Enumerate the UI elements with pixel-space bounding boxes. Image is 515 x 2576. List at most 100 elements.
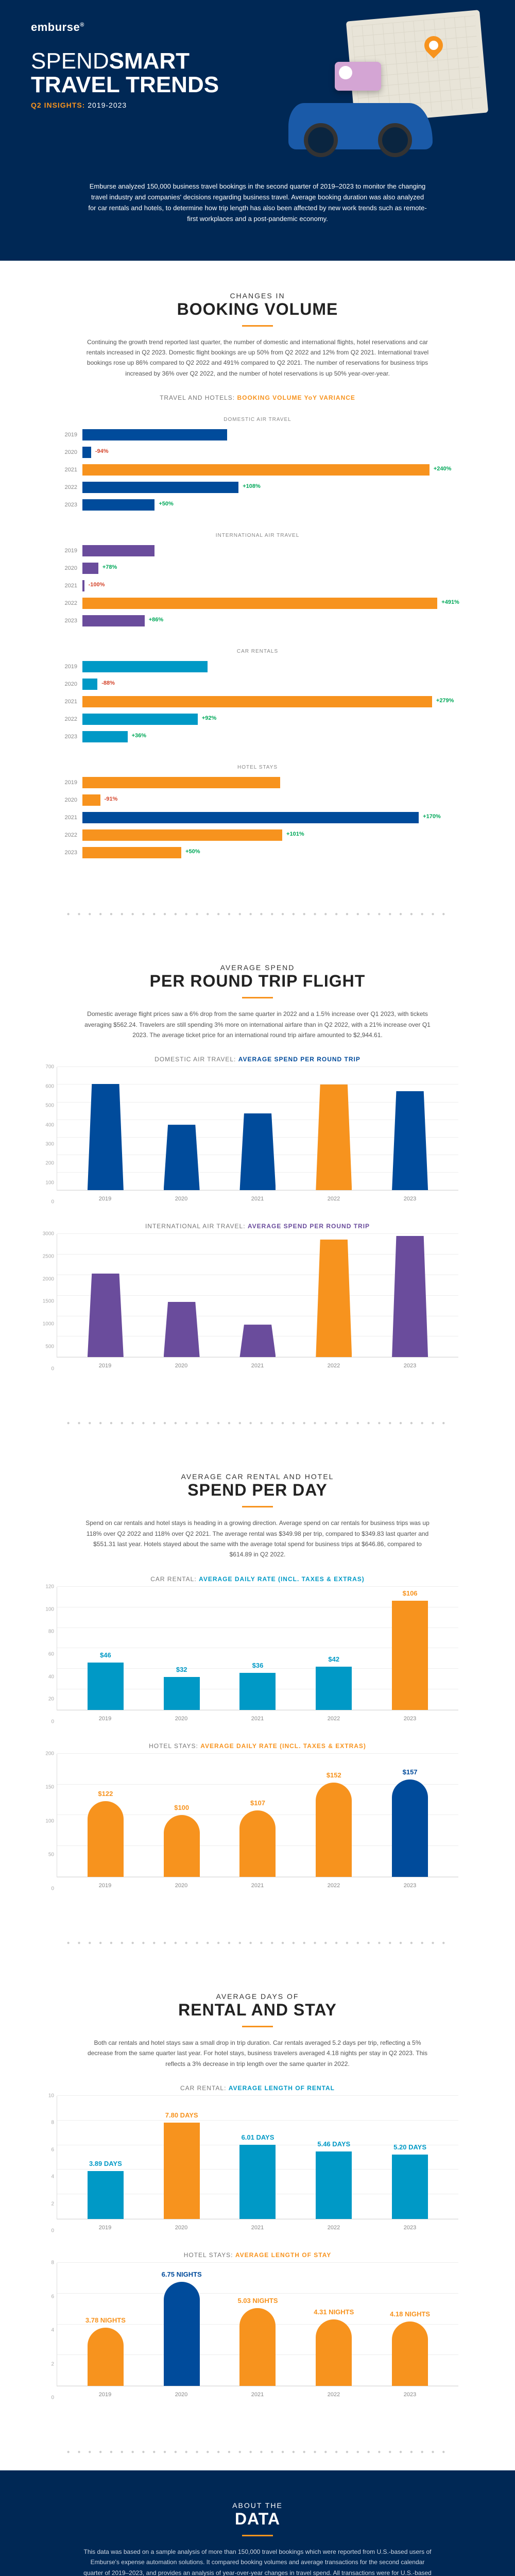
hbar-row: 2023+36% <box>57 730 458 744</box>
x-label: 2023 <box>387 1716 433 1722</box>
perday-body: Spend on car rentals and hotel stays is … <box>82 1518 433 1560</box>
chart-label: HOTEL STAYS: AVERAGE LENGTH OF STAY <box>31 2251 484 2259</box>
bar-label: 3.78 NIGHTS <box>85 2316 126 2324</box>
perday-title: SPEND PER DAY <box>31 1481 484 1500</box>
year-label: 2022 <box>57 716 82 722</box>
bar: 5.20 DAYS <box>392 2155 428 2219</box>
bar-label: $32 <box>176 1666 187 1673</box>
category-label: HOTEL STAYS <box>31 765 484 770</box>
flight-kicker: AVERAGE SPEND <box>31 963 484 972</box>
year-label: 2019 <box>57 432 82 438</box>
bar-fill <box>82 829 282 841</box>
bar: $32 <box>164 1677 200 1710</box>
bar: $599 <box>316 1084 352 1190</box>
year-label: 2023 <box>57 618 82 624</box>
bar: 7.80 DAYS <box>164 2123 200 2219</box>
bar-value: +86% <box>149 617 163 623</box>
bar: 6.75 NIGHTS <box>164 2282 200 2386</box>
hero: emburse® SPENDSMART TRAVEL TRENDS Q2 INS… <box>0 0 515 261</box>
x-label: 2021 <box>234 2225 281 2231</box>
bar-value: +101% <box>286 831 304 837</box>
days-kicker: AVERAGE DAYS OF <box>31 1992 484 2001</box>
category-label: CAR RENTALS <box>31 649 484 654</box>
booking-sub: TRAVEL AND HOTELS: BOOKING VOLUME YoY VA… <box>31 394 484 401</box>
bar-value: -94% <box>95 448 109 454</box>
hbar-row: 2019 <box>57 428 458 442</box>
bar-col: 7.80 DAYS <box>159 2123 205 2219</box>
bar-col: $435 <box>234 1113 281 1190</box>
bar-fill <box>82 731 128 742</box>
bar: $152 <box>316 1783 352 1876</box>
bar-col: 4.31 NIGHTS <box>311 2319 357 2386</box>
bar-fill <box>82 661 208 672</box>
bar-label: $435 <box>250 1102 265 1110</box>
bar-col: $562 <box>387 1091 433 1191</box>
about-kicker: ABOUT THE <box>31 2501 484 2510</box>
year-label: 2023 <box>57 734 82 740</box>
bar-col: 6.75 NIGHTS <box>159 2282 205 2386</box>
hbar-row: 2019 <box>57 544 458 558</box>
flight-title: PER ROUND TRIP FLIGHT <box>31 972 484 991</box>
x-label: 2022 <box>311 1363 357 1369</box>
bar-fill <box>82 598 437 609</box>
bar-col: $107 <box>234 1810 281 1876</box>
year-label: 2021 <box>57 467 82 473</box>
bar-col: 5.20 DAYS <box>387 2155 433 2219</box>
x-label: 2020 <box>158 2392 204 2398</box>
bar-value: +50% <box>159 501 173 507</box>
bar-label: 4.18 NIGHTS <box>390 2310 430 2318</box>
divider: ● ● ● ● ● ● ● ● ● ● ● ● ● ● ● ● ● ● ● ● … <box>0 2444 515 2470</box>
hero-title-line2: TRAVEL TRENDS <box>31 72 219 97</box>
x-label: 2019 <box>82 1716 128 1722</box>
hbar-row: 2019 <box>57 775 458 790</box>
vchart: 3.78 NIGHTS 6.75 NIGHTS 5.03 NIGHTS 4.31 NI… <box>57 2263 458 2398</box>
bar-fill <box>82 812 419 823</box>
bar-col: $100 <box>159 1815 205 1877</box>
bar-label: 6.01 DAYS <box>242 2133 274 2141</box>
bar: $371 <box>164 1125 200 1190</box>
hbar-row: 2023 +50% <box>57 845 458 860</box>
bar-value: +240% <box>434 466 452 472</box>
chart-label: CAR RENTAL: AVERAGE DAILY RATE (INCL. TA… <box>31 1575 484 1583</box>
divider: ● ● ● ● ● ● ● ● ● ● ● ● ● ● ● ● ● ● ● ● … <box>0 906 515 933</box>
bar-fill <box>82 696 432 707</box>
year-label: 2019 <box>57 779 82 786</box>
x-label: 2019 <box>82 1363 128 1369</box>
bar: $107 <box>239 1810 276 1876</box>
bar-fill <box>82 447 91 458</box>
bar-col: $1,341 <box>159 1302 205 1357</box>
bar-fill <box>82 777 280 788</box>
brand-text: emburse <box>31 21 80 33</box>
bar-label: $122 <box>98 1790 113 1798</box>
hero-illustration <box>278 15 494 149</box>
bar-fill <box>82 429 227 440</box>
year-label: 2020 <box>57 565 82 571</box>
section-booking: CHANGES IN BOOKING VOLUME Continuing the… <box>0 261 515 907</box>
bar-col: $2,856 <box>311 1240 357 1357</box>
bar-fill <box>82 499 154 511</box>
bar-fill <box>82 580 84 591</box>
bar: $790 <box>239 1325 276 1357</box>
bar-label: $42 <box>328 1655 339 1663</box>
year-label: 2021 <box>57 699 82 705</box>
bar: 4.18 NIGHTS <box>392 2321 428 2386</box>
year-label: 2022 <box>57 484 82 490</box>
bar-label: 6.75 NIGHTS <box>162 2270 202 2278</box>
bar: 3.89 DAYS <box>88 2171 124 2219</box>
bar: 5.03 NIGHTS <box>239 2308 276 2386</box>
year-label: 2023 <box>57 850 82 856</box>
days-title: RENTAL AND STAY <box>31 2001 484 2020</box>
bar-fill <box>82 794 100 806</box>
year-label: 2023 <box>57 502 82 508</box>
bar-col: $371 <box>159 1125 205 1190</box>
bar-value: +279% <box>436 698 454 704</box>
bar-label: $599 <box>327 1073 341 1081</box>
bar-value: +50% <box>185 849 200 855</box>
hero-title-light: SPEND <box>31 48 109 74</box>
x-label: 2023 <box>387 2392 433 2398</box>
bar-value: +92% <box>202 715 216 721</box>
hbar-row: 2020-94% <box>57 445 458 460</box>
hbar-row: 2022+101% <box>57 828 458 842</box>
x-label: 2023 <box>387 1196 433 1202</box>
bar: $122 <box>88 1801 124 1876</box>
